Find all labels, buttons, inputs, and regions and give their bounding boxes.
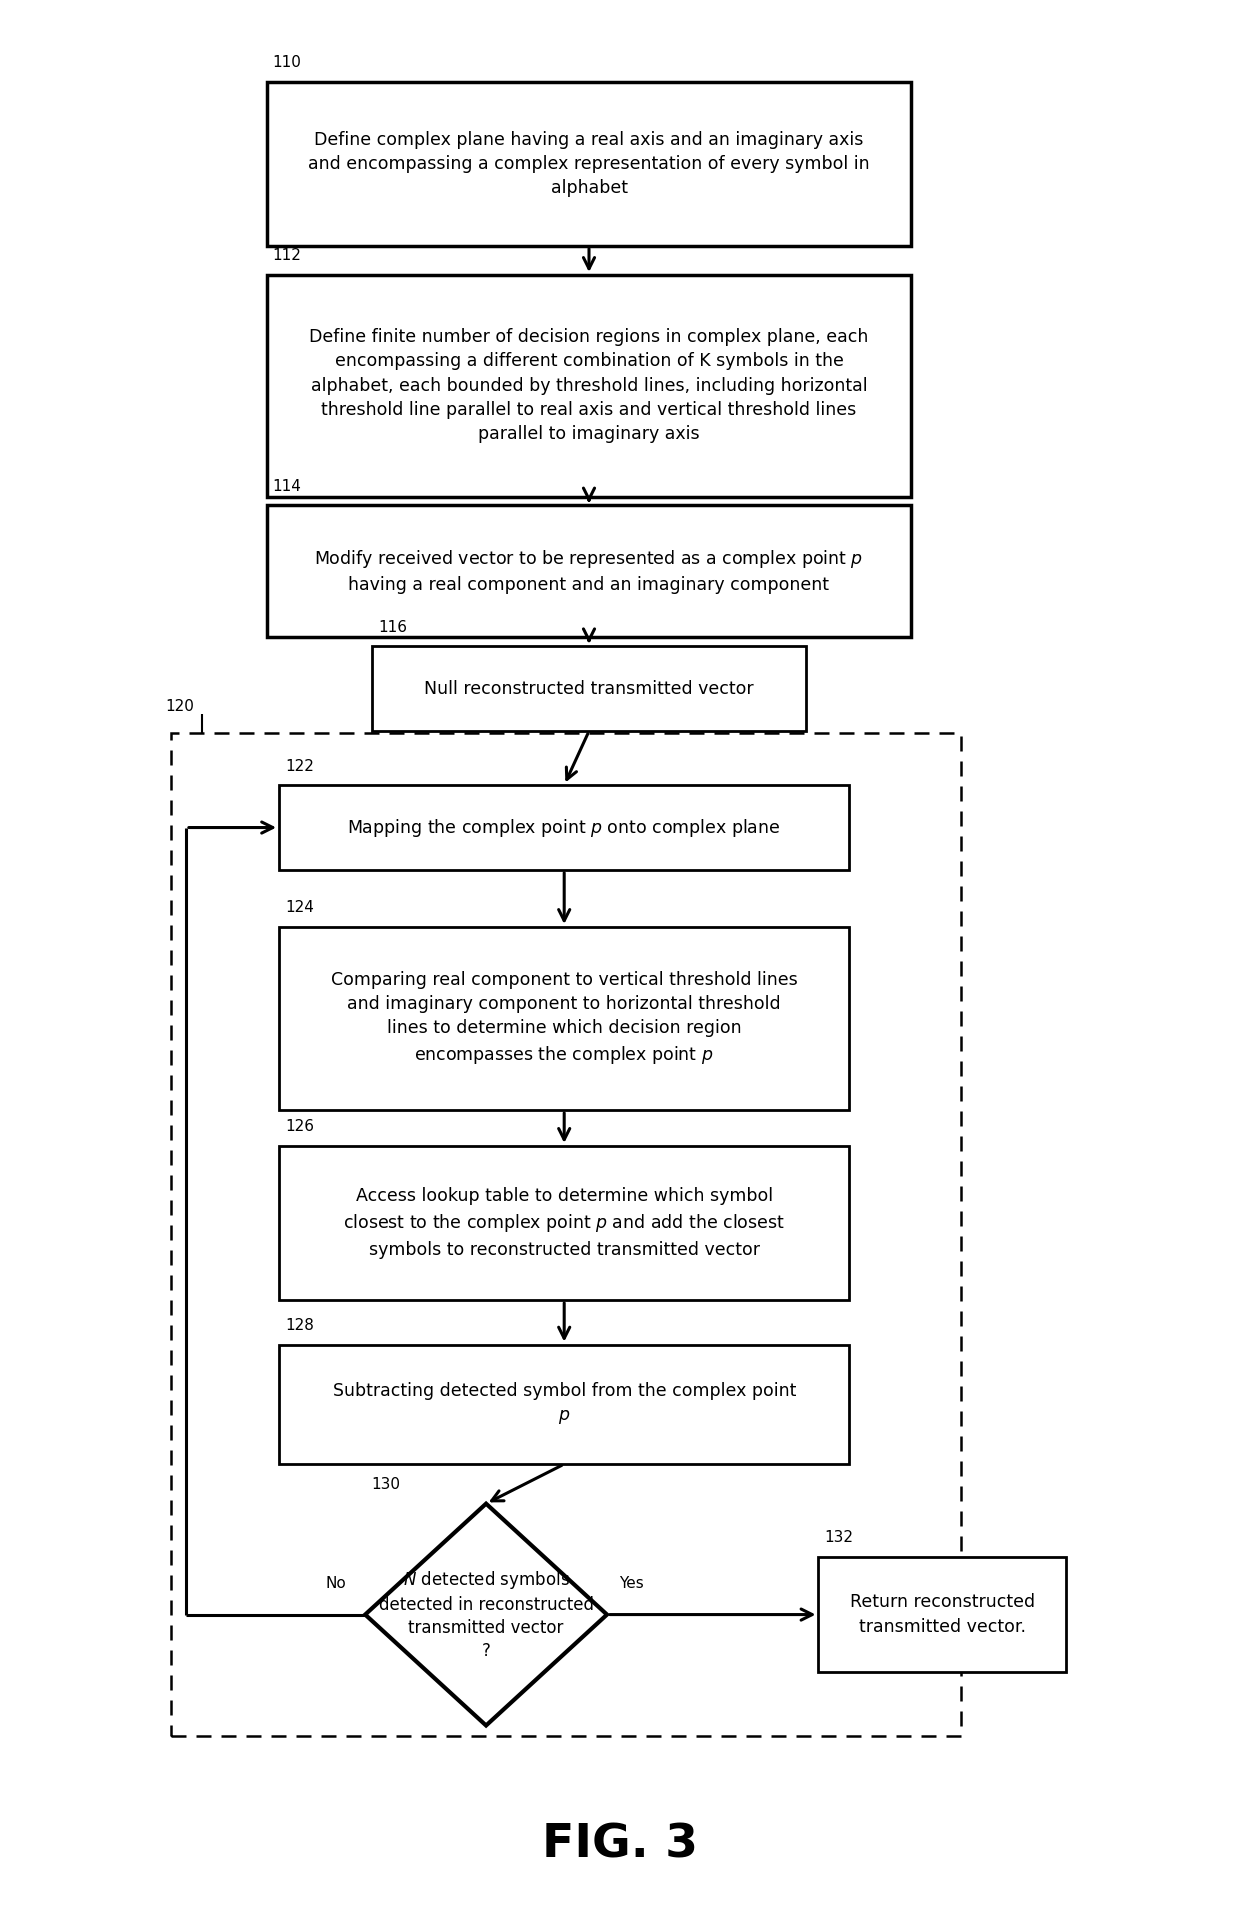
Text: 124: 124 [285, 901, 314, 916]
FancyBboxPatch shape [818, 1557, 1066, 1672]
Text: Define complex plane having a real axis and an imaginary axis
and encompassing a: Define complex plane having a real axis … [309, 131, 869, 197]
FancyBboxPatch shape [267, 274, 911, 496]
Text: Define finite number of decision regions in complex plane, each
encompassing a d: Define finite number of decision regions… [309, 328, 869, 444]
FancyBboxPatch shape [279, 1146, 849, 1300]
Text: No: No [326, 1576, 346, 1591]
Text: Access lookup table to determine which symbol
closest to the complex point $p$ a: Access lookup table to determine which s… [343, 1186, 785, 1260]
Text: 122: 122 [285, 758, 314, 774]
Polygon shape [365, 1505, 608, 1725]
Text: 116: 116 [378, 619, 407, 635]
Text: 132: 132 [825, 1530, 853, 1545]
Text: 112: 112 [273, 249, 301, 262]
Text: 120: 120 [165, 698, 193, 714]
FancyBboxPatch shape [267, 83, 911, 245]
Text: 114: 114 [273, 478, 301, 494]
FancyBboxPatch shape [279, 928, 849, 1111]
Text: $N$ detected symbols
detected in reconstructed
transmitted vector
?: $N$ detected symbols detected in reconst… [378, 1568, 594, 1661]
Text: 126: 126 [285, 1119, 314, 1134]
Text: 128: 128 [285, 1318, 314, 1333]
Text: Modify received vector to be represented as a complex point $p$
having a real co: Modify received vector to be represented… [315, 548, 863, 594]
Text: Null reconstructed transmitted vector: Null reconstructed transmitted vector [424, 679, 754, 698]
Text: 110: 110 [273, 56, 301, 69]
Text: Comparing real component to vertical threshold lines
and imaginary component to : Comparing real component to vertical thr… [331, 970, 797, 1067]
Text: Subtracting detected symbol from the complex point
$p$: Subtracting detected symbol from the com… [332, 1383, 796, 1426]
Text: Yes: Yes [620, 1576, 644, 1591]
Text: Mapping the complex point $p$ onto complex plane: Mapping the complex point $p$ onto compl… [347, 816, 781, 839]
Text: Return reconstructed
transmitted vector.: Return reconstructed transmitted vector. [849, 1593, 1035, 1636]
FancyBboxPatch shape [279, 1345, 849, 1464]
FancyBboxPatch shape [279, 785, 849, 870]
FancyBboxPatch shape [267, 505, 911, 637]
Text: FIG. 3: FIG. 3 [542, 1823, 698, 1867]
Text: 130: 130 [372, 1478, 401, 1493]
FancyBboxPatch shape [372, 646, 806, 731]
